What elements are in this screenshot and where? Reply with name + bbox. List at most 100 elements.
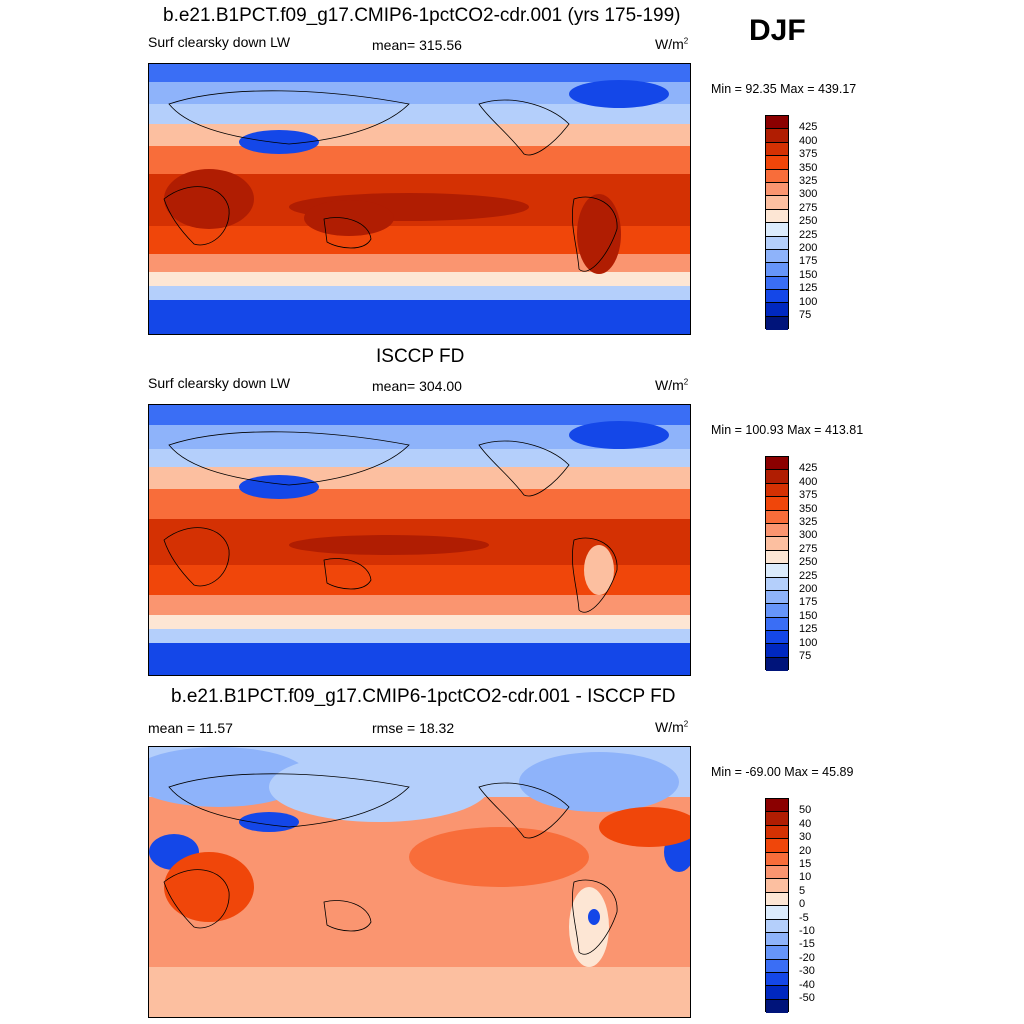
colorbar-box: [766, 986, 788, 1000]
panel3-minmax: Min = -69.00 Max = 45.89: [711, 765, 854, 779]
colorbar-tick-label: 150: [799, 609, 818, 622]
colorbar-box: [766, 644, 788, 658]
colorbar-tick-label: 40: [799, 817, 812, 830]
colorbar-tick-label: 375: [799, 489, 818, 502]
colorbar-box: [766, 999, 788, 1014]
colorbar-box: [766, 182, 788, 197]
colorbar-tick-label: -30: [799, 965, 815, 978]
colorbar-box: [766, 839, 788, 853]
colorbar-tick-label: 300: [799, 529, 818, 542]
colorbar-box: [766, 510, 788, 524]
colorbar-box: [766, 865, 788, 880]
colorbar-tick-label: 175: [799, 596, 818, 609]
colorbar-box: [766, 959, 788, 974]
panel1-mean-label: mean= 315.56: [372, 37, 462, 53]
panel3-map-svg: [149, 747, 690, 1017]
colorbar-box: [766, 470, 788, 484]
colorbar-box: [766, 604, 788, 618]
panel2-title: ISCCP FD: [376, 346, 465, 367]
panel3-units: W/m2: [655, 719, 689, 735]
colorbar-tick-label: 100: [799, 636, 818, 649]
colorbar-box: [766, 812, 788, 826]
colorbar-box: [766, 457, 788, 471]
panel2-units: W/m2: [655, 377, 689, 393]
colorbar-tick-label: 325: [799, 516, 818, 528]
colorbar-tick-label: 150: [799, 268, 818, 281]
colorbar-tick-label: 375: [799, 148, 818, 161]
colorbar-tick-label: 400: [799, 134, 818, 147]
colorbar-tick-label: 275: [799, 201, 818, 214]
panel1-left-label: Surf clearsky down LW: [148, 34, 291, 50]
colorbar-box: [766, 249, 788, 264]
colorbar-tick-label: 250: [799, 556, 818, 569]
colorbar-tick-label: 50: [799, 804, 812, 817]
panel1-colorbar: [765, 115, 789, 331]
panel2-mean-label: mean= 304.00: [372, 378, 462, 394]
panel2-map: [148, 404, 691, 676]
colorbar-tick-label: -40: [799, 978, 815, 991]
colorbar-tick-label: 175: [799, 255, 818, 268]
colorbar-tick-label: -20: [799, 951, 815, 964]
panel3-mean-label: mean = 11.57: [148, 720, 233, 736]
colorbar-tick-label: 75: [799, 309, 812, 321]
colorbar-box: [766, 263, 788, 277]
colorbar-tick-label: 350: [799, 502, 818, 515]
colorbar-tick-label: 5: [799, 884, 806, 897]
colorbar-tick-label: 0: [799, 898, 806, 911]
colorbar-tick-label: 250: [799, 215, 818, 228]
colorbar-box: [766, 316, 788, 331]
colorbar-box: [766, 236, 788, 250]
colorbar-tick-label: 200: [799, 583, 818, 595]
colorbar-box: [766, 946, 788, 960]
colorbar-tick-label: -5: [799, 911, 809, 924]
colorbar-box: [766, 156, 788, 170]
panel3-rmse-label: rmse = 18.32: [372, 720, 455, 736]
colorbar-box: [766, 879, 788, 893]
panel1-units: W/m2: [655, 36, 689, 52]
colorbar-box: [766, 290, 788, 304]
colorbar-tick-label: 125: [799, 623, 818, 636]
panel2-minmax: Min = 100.93 Max = 413.81: [711, 423, 864, 437]
panel2-left-label: Surf clearsky down LW: [148, 375, 291, 391]
colorbar-box: [766, 892, 788, 907]
colorbar-tick-label: 400: [799, 475, 818, 488]
panel3-map: [148, 746, 691, 1018]
panel3-colorbar: [765, 798, 789, 1014]
colorbar-tick-label: 200: [799, 242, 818, 254]
colorbar-box: [766, 223, 788, 237]
season-label: DJF: [749, 14, 806, 47]
colorbar-box: [766, 537, 788, 551]
colorbar-tick-label: 275: [799, 542, 818, 555]
colorbar-tick-label: 75: [799, 650, 812, 662]
colorbar-box: [766, 852, 788, 866]
panel1-minmax: Min = 92.35 Max = 439.17: [711, 82, 857, 96]
colorbar-box: [766, 657, 788, 672]
colorbar-box: [766, 169, 788, 183]
colorbar-box: [766, 276, 788, 291]
panel1-map: [148, 63, 691, 335]
colorbar-box: [766, 129, 788, 143]
colorbar-box: [766, 550, 788, 565]
colorbar-tick-label: 425: [799, 121, 818, 134]
colorbar-tick-label: 30: [799, 831, 812, 844]
colorbar-box: [766, 142, 788, 157]
colorbar-box: [766, 303, 788, 317]
colorbar-box: [766, 577, 788, 591]
colorbar-box: [766, 590, 788, 605]
colorbar-tick-label: 225: [799, 228, 818, 241]
colorbar-tick-label: 300: [799, 188, 818, 201]
colorbar-box: [766, 631, 788, 645]
colorbar-tick-label: 425: [799, 462, 818, 475]
colorbar-box: [766, 919, 788, 933]
panel2-colorbar: [765, 456, 789, 672]
colorbar-box: [766, 196, 788, 210]
colorbar-tick-label: -50: [799, 992, 815, 1004]
colorbar-tick-label: 325: [799, 175, 818, 187]
colorbar-box: [766, 973, 788, 987]
colorbar-box: [766, 523, 788, 538]
colorbar-tick-label: 225: [799, 569, 818, 582]
colorbar-tick-label: 350: [799, 161, 818, 174]
panel1-title: b.e21.B1PCT.f09_g17.CMIP6-1pctCO2-cdr.00…: [163, 5, 681, 26]
colorbar-box: [766, 483, 788, 498]
colorbar-tick-label: 10: [799, 871, 812, 884]
